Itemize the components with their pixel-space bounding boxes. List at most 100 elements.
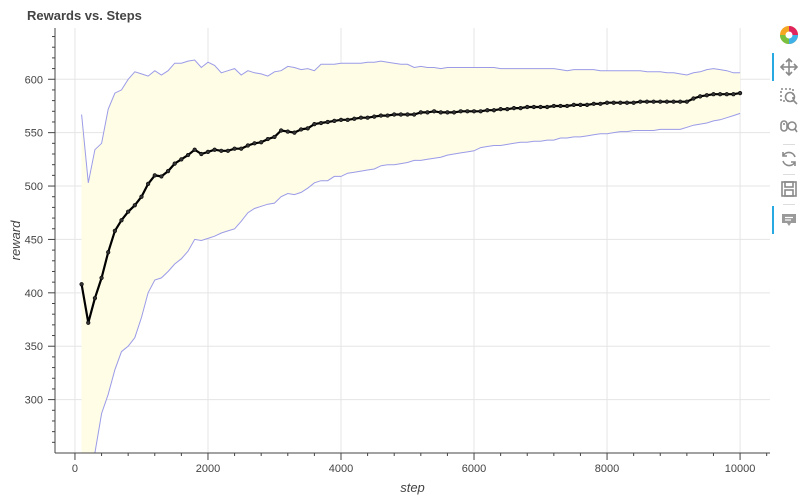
mean-reward-point bbox=[485, 108, 490, 113]
mean-reward-point bbox=[631, 100, 636, 105]
mean-reward-point bbox=[598, 101, 603, 106]
save-icon[interactable] bbox=[778, 178, 800, 200]
mean-reward-point bbox=[345, 117, 350, 122]
mean-reward-point bbox=[531, 104, 536, 110]
mean-reward-point bbox=[285, 129, 290, 134]
mean-reward-point bbox=[392, 112, 397, 117]
mean-reward-point bbox=[159, 174, 164, 179]
mean-reward-point bbox=[724, 92, 729, 97]
mean-reward-point bbox=[412, 112, 417, 117]
mean-reward-point bbox=[126, 209, 131, 214]
confidence-band bbox=[81, 60, 741, 453]
mean-reward-point bbox=[658, 99, 663, 104]
wheel-zoom-icon[interactable] bbox=[778, 116, 800, 138]
y-tick-label: 300 bbox=[25, 395, 43, 407]
reset-icon[interactable] bbox=[778, 148, 800, 170]
mean-reward-point bbox=[212, 147, 217, 152]
mean-reward-point bbox=[132, 203, 137, 208]
lower-bound-line bbox=[94, 112, 741, 453]
toolbar-separator bbox=[783, 144, 795, 145]
hover-active-indicator bbox=[772, 206, 774, 234]
mean-reward-point bbox=[265, 136, 270, 142]
chart-toolbar bbox=[772, 22, 804, 242]
pan-icon[interactable] bbox=[778, 56, 800, 78]
mean-reward-point bbox=[565, 103, 570, 109]
y-tick-label: 350 bbox=[25, 341, 43, 353]
mean-reward-point bbox=[458, 109, 463, 114]
mean-reward-point bbox=[332, 118, 337, 124]
bokeh-logo-icon[interactable] bbox=[778, 24, 800, 46]
mean-reward-point bbox=[584, 102, 590, 107]
mean-reward-point bbox=[119, 218, 124, 223]
mean-reward-point bbox=[279, 128, 284, 133]
mean-reward-point bbox=[704, 93, 709, 98]
mean-reward-point bbox=[525, 104, 530, 110]
mean-reward-point bbox=[611, 100, 616, 105]
mean-reward-point bbox=[365, 115, 370, 120]
mean-reward-point bbox=[79, 282, 84, 287]
mean-reward-line bbox=[80, 92, 741, 324]
y-tick-label: 400 bbox=[25, 288, 43, 300]
mean-reward-point bbox=[239, 146, 244, 151]
mean-reward-point bbox=[205, 149, 211, 154]
x-tick-label: 2000 bbox=[196, 463, 220, 475]
mean-reward-point bbox=[112, 228, 117, 233]
mean-reward-point bbox=[551, 103, 556, 109]
y-axis-title: reward bbox=[8, 220, 23, 261]
mean-reward-point bbox=[146, 181, 151, 187]
hover-icon[interactable] bbox=[778, 209, 800, 231]
mean-reward-point bbox=[225, 148, 231, 153]
mean-reward-point bbox=[671, 99, 676, 104]
mean-reward-point bbox=[698, 94, 703, 99]
mean-reward-point bbox=[451, 110, 457, 115]
mean-reward-point bbox=[678, 99, 683, 104]
mean-reward-point bbox=[425, 110, 430, 115]
upper-bound-line bbox=[81, 59, 741, 183]
mean-reward-point bbox=[558, 103, 563, 109]
mean-reward-point bbox=[571, 102, 576, 107]
mean-reward-point bbox=[325, 119, 330, 125]
mean-reward-point bbox=[731, 92, 736, 97]
mean-reward-point bbox=[664, 99, 670, 104]
mean-reward-point bbox=[418, 110, 423, 115]
x-tick-label: 4000 bbox=[329, 463, 353, 475]
mean-reward-point bbox=[352, 116, 357, 121]
mean-reward-point bbox=[99, 275, 104, 280]
mean-reward-point bbox=[591, 101, 596, 106]
y-tick-label: 500 bbox=[25, 181, 43, 193]
toolbar-separator bbox=[783, 174, 795, 175]
mean-reward-point bbox=[245, 143, 250, 148]
mean-reward-point bbox=[152, 173, 157, 178]
box-zoom-icon[interactable] bbox=[778, 86, 800, 108]
mean-reward-point bbox=[638, 99, 643, 104]
mean-reward-point bbox=[545, 104, 550, 110]
mean-reward-point bbox=[385, 113, 390, 118]
mean-reward-point bbox=[199, 151, 204, 157]
mean-reward-point bbox=[179, 157, 184, 162]
x-tick-label: 6000 bbox=[462, 463, 486, 475]
mean-reward-point bbox=[338, 117, 344, 122]
mean-reward-point bbox=[538, 104, 543, 110]
rewards-chart: Rewards vs. Steps 0 2000 4000 6000 8000 10000… bbox=[8, 8, 770, 495]
mean-reward-point bbox=[624, 100, 630, 105]
plot-area[interactable]: 0 2000 4000 6000 8000 10000 300 350 400 450 500 550… bbox=[25, 28, 770, 475]
mean-reward-point bbox=[618, 100, 623, 105]
x-axis-title: step bbox=[400, 480, 425, 495]
mean-reward-point bbox=[711, 92, 716, 97]
mean-reward-point bbox=[398, 112, 403, 117]
mean-reward-point bbox=[252, 141, 257, 146]
mean-reward-point bbox=[737, 91, 743, 96]
mean-reward-point bbox=[372, 114, 377, 119]
mean-reward-point bbox=[438, 110, 443, 115]
mean-reward-point bbox=[86, 320, 91, 325]
toolbar-separator bbox=[783, 204, 795, 205]
y-tick-label: 550 bbox=[25, 128, 43, 140]
mean-reward-point bbox=[219, 148, 224, 153]
mean-reward-point bbox=[185, 152, 191, 158]
mean-reward-point bbox=[405, 112, 410, 117]
mean-reward-point bbox=[292, 130, 297, 135]
mean-reward-point bbox=[172, 161, 177, 166]
mean-reward-point bbox=[298, 127, 304, 132]
mean-reward-point bbox=[578, 102, 583, 107]
x-tick-label: 0 bbox=[72, 463, 78, 475]
